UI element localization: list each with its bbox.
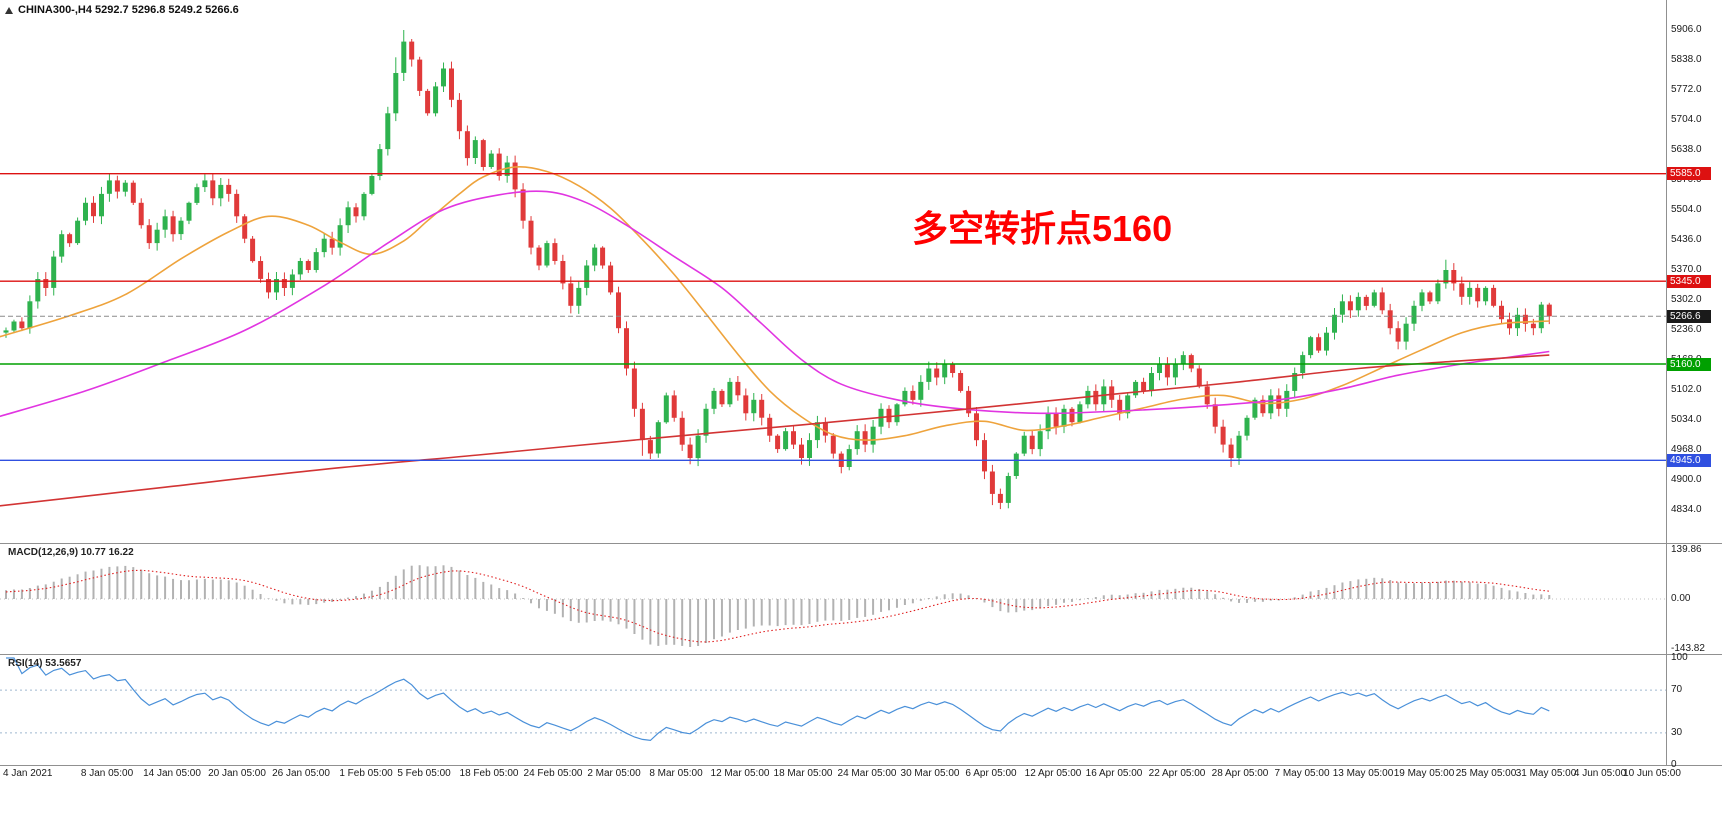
rsi-indicator-label: RSI(14) 53.5657 <box>8 658 82 669</box>
symbol-ohlc-text: CHINA300-,H4 5292.7 5296.8 5249.2 5266.6 <box>18 4 239 16</box>
chart-marker-icon <box>5 6 13 14</box>
ma-medium-orange <box>0 166 1550 441</box>
annotation-text: 多空转折点5160 <box>912 208 1173 249</box>
ma-long-red <box>0 354 1550 507</box>
symbol-ohlc-label: CHINA300-,H4 5292.7 5296.8 5249.2 5266.6 <box>5 4 239 16</box>
macd-indicator-label: MACD(12,26,9) 10.77 16.22 <box>8 547 134 558</box>
ma-slow-magenta <box>0 190 1550 418</box>
